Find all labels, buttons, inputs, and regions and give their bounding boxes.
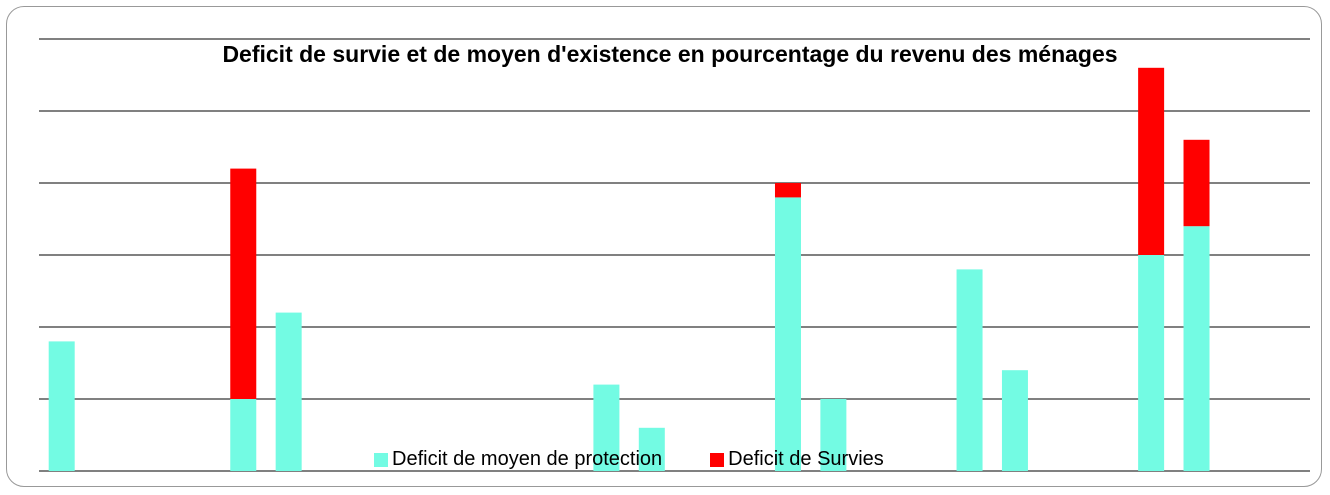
chart-title: Deficit de survie et de moyen d'existenc… — [222, 41, 1118, 67]
bar — [820, 399, 847, 471]
bar — [275, 312, 302, 471]
bar — [1183, 139, 1210, 227]
legend-item: Deficit de Survies — [710, 448, 884, 471]
bar — [774, 197, 801, 471]
bar — [230, 399, 257, 471]
bar — [774, 183, 801, 198]
bar — [956, 269, 983, 471]
legend-swatch — [374, 452, 388, 467]
bar — [593, 384, 620, 471]
bar — [1001, 370, 1028, 471]
legend: Deficit de moyen de protection Deficit de… — [374, 448, 932, 471]
bar — [1138, 255, 1165, 471]
bar — [638, 427, 665, 471]
bar — [1183, 226, 1210, 471]
bar — [1138, 67, 1165, 255]
legend-label: Deficit de Survies — [728, 448, 884, 470]
frame — [6, 6, 1322, 487]
bar — [48, 341, 75, 471]
legend-label: Deficit de moyen de protection — [392, 448, 663, 470]
legend-item: Deficit de moyen de protection — [374, 448, 662, 471]
bar — [230, 168, 257, 399]
legend-swatch — [710, 452, 725, 467]
